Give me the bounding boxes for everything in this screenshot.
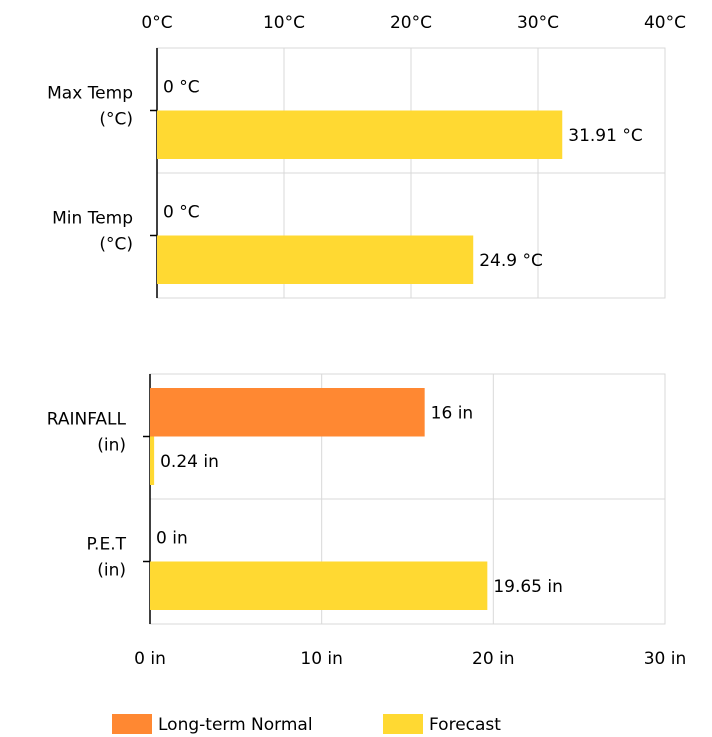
- data-label: 0 °C: [163, 77, 200, 97]
- bar: [157, 235, 474, 284]
- category-label: P.E.T: [86, 535, 126, 555]
- legend-label: Long-term Normal: [158, 715, 313, 735]
- x-tick-label: 0°C: [141, 13, 172, 33]
- chart-panel-2: 0 in 10 in 20 in 30 in RAINFALL (in) 16 in 0.24…: [47, 373, 687, 669]
- legend-swatch: [383, 714, 423, 734]
- x-tick-label: 20°C: [390, 13, 432, 33]
- category-label: RAINFALL: [47, 410, 127, 430]
- legend: Long-term Normal Forecast: [112, 714, 501, 735]
- category-label: (in): [97, 436, 126, 456]
- x-tick-label: 10 in: [300, 649, 343, 669]
- data-label: 16 in: [431, 403, 474, 423]
- data-label: 19.65 in: [493, 577, 563, 597]
- bar: [150, 436, 155, 485]
- data-label: 0.24 in: [160, 452, 219, 472]
- category-label: Max Temp: [47, 84, 133, 104]
- data-label: 0 in: [156, 528, 188, 548]
- category-label: Min Temp: [52, 209, 133, 229]
- x-tick-label: 10°C: [263, 13, 305, 33]
- x-tick-label: 20 in: [472, 649, 515, 669]
- data-label: 0 °C: [163, 202, 200, 222]
- category-label: (°C): [99, 235, 133, 255]
- data-label: 31.91 °C: [568, 126, 642, 146]
- legend-label: Forecast: [429, 715, 501, 735]
- category-label: (in): [97, 561, 126, 581]
- bar: [150, 561, 488, 610]
- x-tick-label: 30°C: [517, 13, 559, 33]
- chart-panel-1: 0°C 10°C 20°C 30°C 40°C Max Temp (°C) 0 °C 31.91…: [47, 13, 686, 299]
- legend-swatch: [112, 714, 152, 734]
- x-tick-label: 40°C: [644, 13, 686, 33]
- category-label: (°C): [99, 110, 133, 130]
- data-label: 24.9 °C: [479, 251, 543, 271]
- bar: [157, 110, 563, 159]
- bar: [150, 388, 425, 437]
- x-tick-label: 30 in: [644, 649, 687, 669]
- x-tick-label: 0 in: [134, 649, 166, 669]
